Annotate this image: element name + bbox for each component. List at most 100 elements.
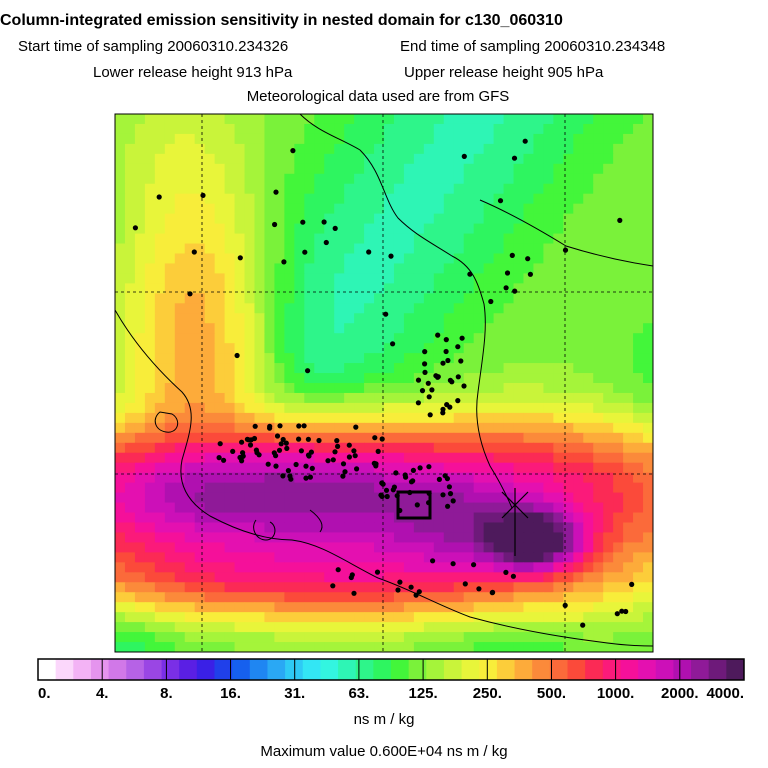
heatmap-cell <box>623 133 634 145</box>
heatmap-cell <box>623 343 634 354</box>
heatmap-cell <box>453 143 465 155</box>
station-marker <box>216 455 222 461</box>
heatmap-cell <box>134 193 146 205</box>
heatmap-cell <box>603 542 614 553</box>
heatmap-cell <box>533 163 544 175</box>
heatmap-cell <box>473 353 485 364</box>
heatmap-cell <box>503 183 515 195</box>
heatmap-cell <box>433 402 445 414</box>
heatmap-cell <box>603 223 614 235</box>
heatmap-cell <box>244 323 256 334</box>
heatmap-cell <box>224 412 236 424</box>
heatmap-cell <box>115 293 126 304</box>
heatmap-cell <box>214 492 226 504</box>
heatmap-cell <box>244 412 256 424</box>
heatmap-cell <box>164 193 176 205</box>
heatmap-cell <box>254 323 266 334</box>
heatmap-cell <box>214 532 226 543</box>
heatmap-cell <box>503 642 515 652</box>
heatmap-cell <box>204 233 216 245</box>
heatmap-cell <box>204 612 216 623</box>
heatmap-cell <box>364 582 375 593</box>
heatmap-cell <box>384 422 395 434</box>
heatmap-cell <box>124 522 136 534</box>
heatmap-cell <box>274 392 285 404</box>
heatmap-cell <box>154 283 166 294</box>
heatmap-cell <box>513 602 525 613</box>
heatmap-cell <box>374 392 385 404</box>
heatmap-cell <box>224 602 236 613</box>
heatmap-cell <box>244 552 256 563</box>
heatmap-cell <box>593 642 604 652</box>
heatmap-cell <box>124 343 136 354</box>
heatmap-cell <box>603 602 614 613</box>
heatmap-cell <box>184 333 196 344</box>
heatmap-cell <box>214 442 226 454</box>
heatmap-cell <box>403 422 415 434</box>
colorbar-swatch <box>426 659 445 680</box>
heatmap-cell <box>573 412 584 424</box>
station-marker <box>251 435 258 442</box>
heatmap-cell <box>284 293 295 304</box>
heatmap-cell <box>513 492 525 504</box>
heatmap-cell <box>593 163 604 175</box>
heatmap-cell <box>314 143 325 155</box>
heatmap-cell <box>254 173 266 185</box>
heatmap-cell <box>354 432 365 444</box>
heatmap-cell <box>483 582 495 593</box>
heatmap-cell <box>463 642 475 652</box>
heatmap-cell <box>364 263 375 274</box>
station-marker <box>440 360 446 366</box>
heatmap-cell <box>115 632 126 643</box>
colorbar-tick-label: 500. <box>537 685 566 702</box>
heatmap-cell <box>154 153 166 165</box>
heatmap-cell <box>563 273 574 284</box>
heatmap-cell <box>553 612 564 623</box>
heatmap-cell <box>483 612 495 623</box>
heatmap-cell <box>473 123 485 135</box>
heatmap-cell <box>354 203 365 215</box>
heatmap-cell <box>393 642 405 652</box>
heatmap-cell <box>324 432 335 444</box>
heatmap-cell <box>374 602 385 613</box>
heatmap-cell <box>364 203 375 215</box>
heatmap-cell <box>413 233 425 245</box>
heatmap-cell <box>523 153 535 165</box>
heatmap-cell <box>533 412 544 424</box>
heatmap-cell <box>164 642 176 652</box>
heatmap-cell <box>264 383 275 394</box>
heatmap-cell <box>443 153 455 165</box>
heatmap-cell <box>513 582 525 593</box>
heatmap-cell <box>453 183 465 195</box>
heatmap-cell <box>403 253 415 265</box>
heatmap-cell <box>264 402 275 414</box>
heatmap-cell <box>164 552 176 563</box>
heatmap-cell <box>184 532 196 543</box>
station-marker <box>375 448 381 454</box>
heatmap-cell <box>403 492 415 504</box>
heatmap-cell <box>184 343 196 354</box>
heatmap-cell <box>364 592 375 603</box>
heatmap-cell <box>493 522 505 534</box>
heatmap-cell <box>374 313 385 324</box>
heatmap-cell <box>423 223 435 235</box>
heatmap-cell <box>374 502 385 514</box>
heatmap-cell <box>613 642 624 652</box>
heatmap-cell <box>453 213 465 225</box>
heatmap-cell <box>184 373 196 384</box>
heatmap-cell <box>563 163 574 175</box>
heatmap-cell <box>334 612 345 623</box>
heatmap-cell <box>503 273 515 284</box>
heatmap-cell <box>543 442 554 454</box>
heatmap-cell <box>234 462 246 474</box>
heatmap-cell <box>403 432 415 444</box>
heatmap-cell <box>583 642 594 652</box>
heatmap-cell <box>413 402 425 414</box>
heatmap-cell <box>204 203 216 215</box>
heatmap-cell <box>354 612 365 623</box>
heatmap-cell <box>284 562 295 573</box>
heatmap-cell <box>643 373 653 384</box>
station-marker <box>443 348 449 355</box>
heatmap-cell <box>214 353 226 364</box>
heatmap-cell <box>244 233 256 245</box>
